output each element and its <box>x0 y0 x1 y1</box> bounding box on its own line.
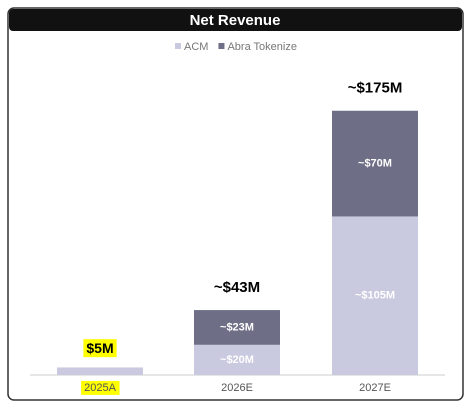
x-tick-label: 2027E <box>359 382 391 394</box>
segment-label: ~$105M <box>355 290 395 302</box>
total-label: ~$175M <box>348 80 403 97</box>
bar-segment <box>194 344 280 375</box>
highlight <box>81 380 120 395</box>
x-tick-label: 2026E <box>221 382 253 394</box>
segment-label: ~$70M <box>358 158 392 170</box>
bar-segment <box>57 367 143 375</box>
legend-label: Abra Tokenize <box>227 41 297 53</box>
bar-segment <box>332 110 418 217</box>
bar-segment <box>194 310 280 345</box>
x-tick-label: 2025A <box>84 382 116 394</box>
legend-label: ACM <box>184 41 208 53</box>
segment-label: ~$20M <box>220 354 254 366</box>
title-banner <box>9 9 462 31</box>
legend-swatch <box>218 43 225 49</box>
bar-segment <box>332 216 418 375</box>
legend-swatch <box>175 43 181 49</box>
segment-label: ~$23M <box>220 321 254 333</box>
total-label: $5M <box>86 340 113 356</box>
chart-title: Net Revenue <box>190 12 281 29</box>
highlight <box>83 339 117 358</box>
total-label: ~$43M <box>214 279 260 296</box>
